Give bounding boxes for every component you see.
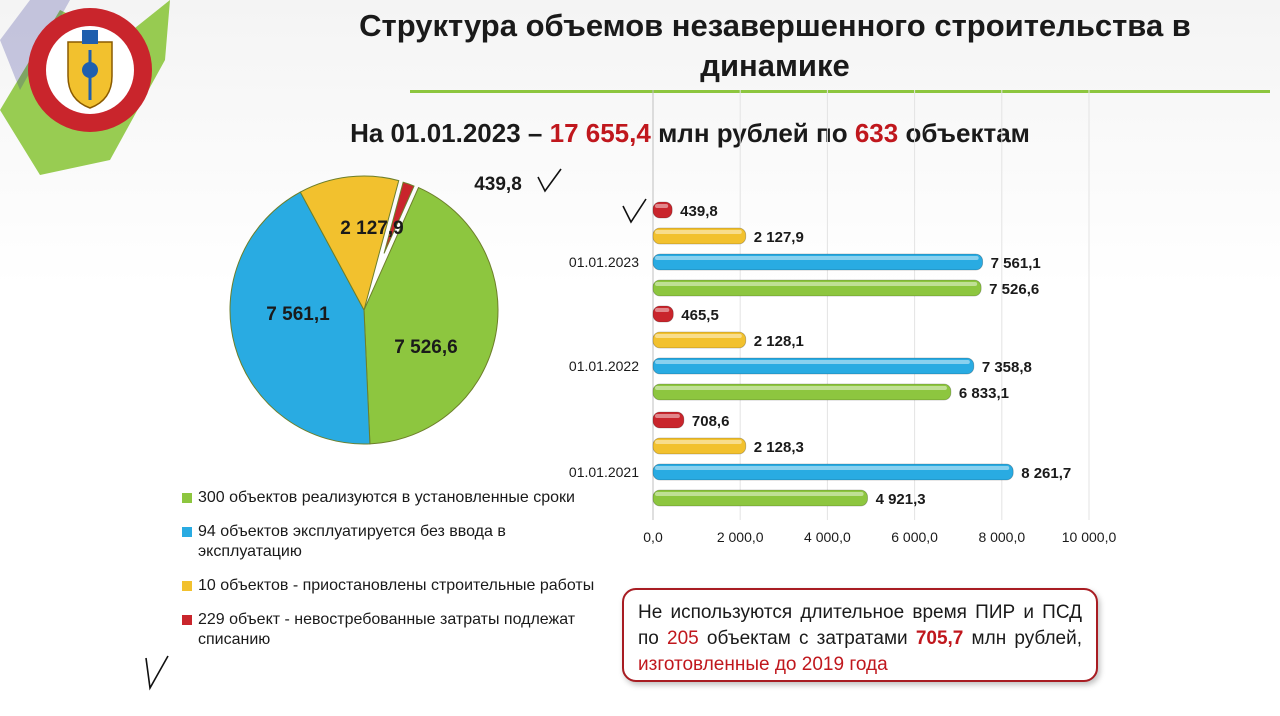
x-tick-label: 10 000,0 (1062, 529, 1117, 545)
pie-slice (229, 191, 371, 445)
title-divider (410, 90, 1270, 93)
legend-item: 94 объектов эксплуатируется без ввода в … (182, 522, 602, 562)
legend-item: 229 объект - невостребованные затраты по… (182, 610, 602, 650)
x-tick-label: 6 000,0 (891, 529, 938, 545)
bar-value-label: 7 561,1 (991, 255, 1041, 272)
bar-value-label: 8 261,7 (1021, 465, 1071, 482)
note-highlight: изготовленные до 2019 года (638, 654, 888, 675)
subtitle-amount: 17 655,4 (549, 118, 651, 148)
note-text: млн рублей, (971, 628, 1082, 649)
bar-value-label: 7 358,8 (982, 359, 1032, 376)
bar-value-label: 708,6 (692, 413, 730, 430)
pie-slice (299, 175, 400, 312)
bar-value-label: 439,8 (680, 203, 718, 220)
x-tick-label: 4 000,0 (804, 529, 851, 545)
subtitle-suffix: объектам (905, 118, 1030, 148)
bar (652, 331, 747, 349)
note-amount: 705,7 (915, 628, 964, 649)
bar (652, 305, 674, 323)
bar-highlight (655, 282, 978, 286)
checkmark-icon (537, 168, 562, 193)
bar-highlight (655, 256, 979, 260)
note-box: Не используются длительное время ПИР и П… (622, 588, 1098, 682)
page-title: Структура объемов незавершенного строите… (359, 8, 1191, 83)
legend-label: 300 объектов реализуются в установленные… (198, 489, 575, 506)
pie-chart: 7 526,6 7 561,1 2 127,9 439,8 (229, 174, 522, 445)
bar-value-label: 465,5 (681, 307, 719, 324)
legend-swatch (182, 581, 192, 591)
bar-highlight (655, 230, 742, 234)
checkmark-icon (145, 655, 169, 691)
legend-item: 10 объектов - приостановлены строительны… (182, 576, 602, 596)
note-text: Не используются длительное время ПИР и П… (638, 602, 1082, 649)
bar (652, 253, 984, 271)
bar-value-label: 2 127,9 (754, 229, 804, 246)
legend-item: 300 объектов реализуются в установленные… (182, 488, 602, 508)
bar-value-label: 2 128,3 (754, 439, 804, 456)
bar-highlight (655, 386, 947, 390)
bar (652, 227, 747, 245)
bar-highlight (655, 440, 742, 444)
legend-label: 10 объектов - приостановлены строительны… (198, 577, 595, 594)
bar (652, 411, 685, 429)
bar (652, 279, 982, 297)
category-label: 01.01.2023 (569, 254, 639, 270)
legend-swatch (182, 527, 192, 537)
pie-slice (383, 181, 415, 254)
logo-emblem-icon (0, 0, 170, 175)
subtitle-count: 633 (854, 118, 899, 148)
subtitle: На 01.01.2023 – 17 655,4 млн рублей по 6… (240, 118, 1140, 149)
pie-slice (363, 186, 499, 445)
bar-highlight (655, 204, 669, 208)
pie-label: 7 526,6 (394, 337, 457, 358)
category-label: 01.01.2021 (569, 464, 639, 480)
bar-highlight (655, 466, 1010, 470)
bar-highlight (655, 414, 680, 418)
bar-highlight (655, 308, 670, 312)
bar-chart: 0,0 2 000,0 4 000,0 6 000,0 8 000,0 10 000,0 0… (569, 90, 1117, 545)
legend-label: 94 объектов эксплуатируется без ввода в … (198, 523, 506, 560)
bar (652, 489, 868, 507)
bar (652, 383, 952, 401)
legend-swatch (182, 615, 192, 625)
pie-label: 7 561,1 (266, 304, 330, 325)
bar (652, 463, 1014, 481)
bar (652, 437, 747, 455)
category-label: 01.01.2022 (569, 358, 639, 374)
subtitle-prefix: На 01.01.2023 – (350, 118, 543, 148)
bar (652, 357, 975, 375)
bar-value-label: 6 833,1 (959, 385, 1009, 402)
pie-label: 2 127,9 (340, 218, 403, 239)
note-text: объектам с затратами (706, 628, 908, 649)
bar-value-label: 2 128,1 (754, 333, 804, 350)
legend-swatch (182, 493, 192, 503)
bar-highlight (655, 334, 742, 338)
bar-highlight (655, 492, 864, 496)
pie-label: 439,8 (474, 174, 522, 195)
checkmark-icon (622, 198, 647, 224)
pie-legend: 300 объектов реализуются в установленные… (182, 488, 602, 664)
legend-label: 229 объект - невостребованные затраты по… (198, 611, 576, 648)
bar (652, 201, 673, 219)
subtitle-mid: млн рублей по (658, 118, 848, 148)
bar-value-label: 4 921,3 (876, 491, 926, 508)
x-tick-label: 0,0 (643, 529, 663, 545)
bar-value-label: 7 526,6 (989, 281, 1039, 298)
bar-highlight (655, 360, 970, 364)
x-tick-label: 8 000,0 (978, 529, 1025, 545)
note-count: 205 (667, 628, 699, 649)
x-tick-label: 2 000,0 (717, 529, 764, 545)
